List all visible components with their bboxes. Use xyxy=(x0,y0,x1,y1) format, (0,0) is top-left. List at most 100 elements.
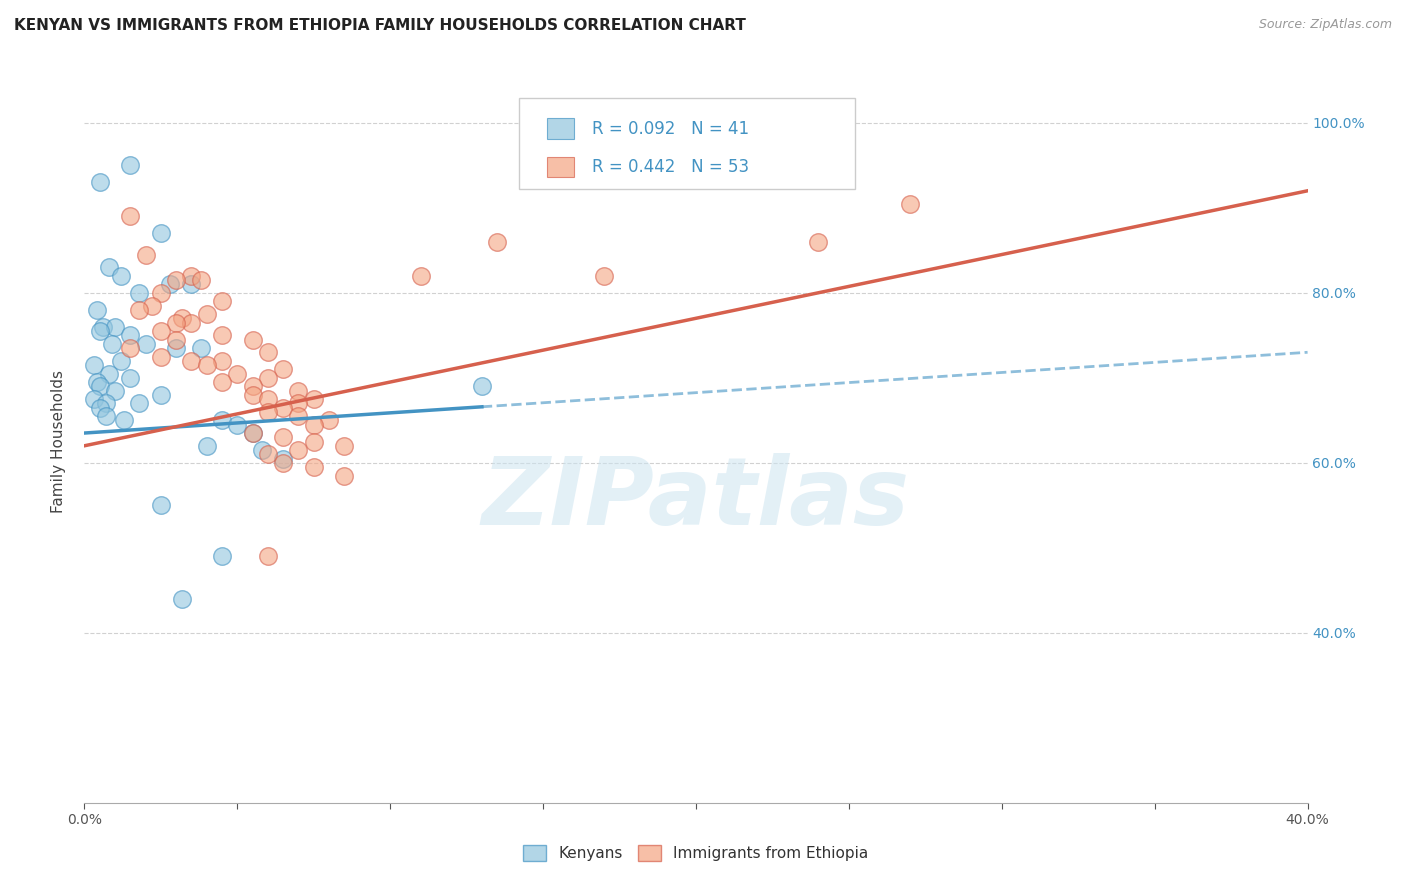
Point xyxy=(165,316,187,330)
Point xyxy=(94,396,117,410)
Point xyxy=(211,549,233,564)
Point xyxy=(593,268,616,283)
Point xyxy=(120,158,142,172)
Point xyxy=(112,413,135,427)
Point xyxy=(287,443,309,458)
Point xyxy=(242,425,264,440)
Point xyxy=(302,434,325,449)
Y-axis label: Family Households: Family Households xyxy=(51,370,66,513)
Point xyxy=(211,353,233,368)
Point xyxy=(149,285,172,300)
Point xyxy=(271,401,294,415)
Point xyxy=(141,299,163,313)
Point xyxy=(172,591,194,606)
Point xyxy=(211,413,233,427)
Point xyxy=(149,227,172,241)
Point xyxy=(242,425,264,440)
Point xyxy=(195,358,218,372)
Point xyxy=(257,345,280,359)
Point xyxy=(149,388,172,402)
Point xyxy=(120,371,142,385)
Point xyxy=(104,319,127,334)
Point xyxy=(165,333,187,347)
Point xyxy=(89,175,111,189)
Point xyxy=(149,498,172,512)
Point xyxy=(165,341,187,355)
Point xyxy=(159,277,181,292)
Point xyxy=(83,392,105,406)
Point xyxy=(302,460,325,475)
Point xyxy=(287,409,309,423)
Point xyxy=(287,396,309,410)
Point xyxy=(94,409,117,423)
Point xyxy=(318,413,340,427)
Point xyxy=(257,447,280,461)
Point xyxy=(271,362,294,376)
Point xyxy=(149,324,172,338)
Point xyxy=(271,456,294,470)
Point xyxy=(257,549,280,564)
Point xyxy=(486,235,509,249)
Point xyxy=(257,371,280,385)
Point xyxy=(89,324,111,338)
Point xyxy=(120,328,142,343)
Point xyxy=(190,273,212,287)
Text: ZIPatlas: ZIPatlas xyxy=(482,453,910,545)
Point xyxy=(271,451,294,466)
Point xyxy=(211,294,233,309)
Point xyxy=(242,388,264,402)
Point xyxy=(135,336,157,351)
Point xyxy=(120,341,142,355)
Point xyxy=(128,285,150,300)
Point xyxy=(86,375,108,389)
Point xyxy=(302,392,325,406)
Point xyxy=(135,247,157,261)
Text: R = 0.442   N = 53: R = 0.442 N = 53 xyxy=(592,158,749,176)
FancyBboxPatch shape xyxy=(547,119,574,138)
Point xyxy=(195,307,218,321)
Point xyxy=(180,353,202,368)
Point xyxy=(257,392,280,406)
Point xyxy=(898,196,921,211)
Point xyxy=(110,353,132,368)
Point xyxy=(242,333,264,347)
Point xyxy=(97,367,120,381)
Point xyxy=(89,379,111,393)
Text: Source: ZipAtlas.com: Source: ZipAtlas.com xyxy=(1258,18,1392,31)
Point xyxy=(149,350,172,364)
Point xyxy=(471,379,494,393)
Point xyxy=(409,268,432,283)
Point xyxy=(190,341,212,355)
Point xyxy=(97,260,120,275)
Point xyxy=(110,268,132,283)
Point xyxy=(333,439,356,453)
Point xyxy=(180,316,202,330)
Point xyxy=(128,396,150,410)
Legend: Kenyans, Immigrants from Ethiopia: Kenyans, Immigrants from Ethiopia xyxy=(517,839,875,867)
Point xyxy=(211,375,233,389)
Point xyxy=(91,319,114,334)
Point xyxy=(180,268,202,283)
Point xyxy=(257,405,280,419)
Point xyxy=(195,439,218,453)
Text: KENYAN VS IMMIGRANTS FROM ETHIOPIA FAMILY HOUSEHOLDS CORRELATION CHART: KENYAN VS IMMIGRANTS FROM ETHIOPIA FAMIL… xyxy=(14,18,747,33)
Text: R = 0.092   N = 41: R = 0.092 N = 41 xyxy=(592,120,749,137)
Point xyxy=(226,417,249,432)
Point xyxy=(86,302,108,317)
Point xyxy=(89,401,111,415)
Point xyxy=(211,328,233,343)
Point xyxy=(172,311,194,326)
Point xyxy=(120,209,142,223)
FancyBboxPatch shape xyxy=(547,157,574,177)
Point xyxy=(128,302,150,317)
Point xyxy=(271,430,294,444)
Point xyxy=(242,379,264,393)
Point xyxy=(180,277,202,292)
Point xyxy=(101,336,124,351)
Point xyxy=(104,384,127,398)
Point xyxy=(83,358,105,372)
FancyBboxPatch shape xyxy=(519,98,855,189)
Point xyxy=(165,273,187,287)
Point xyxy=(333,468,356,483)
Point xyxy=(287,384,309,398)
